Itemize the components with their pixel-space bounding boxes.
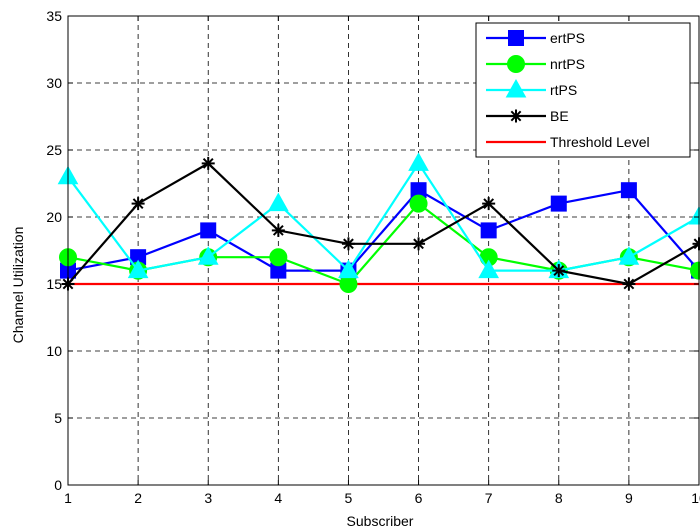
legend-entry-be: BE [486, 108, 569, 124]
legend-entry-ertps: ertPS [486, 30, 585, 46]
legend-label: BE [550, 108, 569, 124]
data-point-be [201, 156, 215, 170]
y-tick-label: 30 [46, 75, 62, 91]
y-tick-label: 15 [46, 276, 62, 292]
y-tick-label: 10 [46, 343, 62, 359]
y-tick-label: 35 [46, 8, 62, 24]
legend-entry-threshold-level: Threshold Level [486, 134, 650, 150]
legend-label: Threshold Level [550, 134, 650, 150]
data-point-be [412, 237, 426, 251]
axes-frame [67, 15, 700, 486]
y-axis-label: Channel Utilization [10, 227, 26, 344]
data-point-be [131, 197, 145, 211]
data-point-rtps [408, 152, 429, 171]
y-tick-label: 0 [54, 477, 62, 493]
x-tick-label: 8 [555, 490, 563, 506]
legend-swatch-marker [508, 30, 524, 46]
data-point-ertps [480, 222, 497, 239]
data-point-nrtps [409, 194, 428, 213]
series-line-rtps [67, 161, 700, 273]
legend-swatch-marker [505, 78, 527, 98]
legend-label: ertPS [550, 30, 585, 46]
data-point-ertps [200, 222, 217, 239]
data-point-be [622, 277, 636, 291]
data-point-be [341, 237, 355, 251]
legend-label: rtPS [550, 82, 577, 98]
data-point-be [552, 264, 566, 278]
x-tick-label: 10 [691, 490, 700, 506]
x-tick-label: 2 [134, 490, 142, 506]
x-axis-label: Subscriber [347, 513, 414, 529]
x-tick-label: 6 [415, 490, 423, 506]
y-tick-label: 25 [46, 142, 62, 158]
data-point-be [482, 197, 496, 211]
data-point-rtps [267, 192, 289, 212]
series-be [61, 156, 700, 291]
data-point-rtps [127, 259, 149, 279]
x-tick-label: 7 [485, 490, 493, 506]
legend: ertPS nrtPS rtPS BE Threshold Level [475, 22, 691, 158]
data-point-rtps [338, 259, 359, 279]
legend-swatch-marker [507, 55, 525, 73]
x-tick-label: 4 [274, 490, 282, 506]
data-point-rtps [618, 246, 640, 265]
series-line-ertps [67, 188, 700, 272]
y-tick-label: 20 [46, 209, 62, 225]
legend-label: nrtPS [550, 56, 585, 72]
legend-entry-rtps: rtPS [486, 78, 577, 98]
y-tick-label: 5 [54, 410, 62, 426]
data-point-rtps [197, 246, 219, 265]
x-tick-label: 9 [625, 490, 633, 506]
data-point-nrtps [269, 248, 288, 267]
data-point-rtps [478, 259, 500, 279]
series-line-be [67, 162, 700, 286]
data-point-ertps [620, 182, 637, 199]
axes: 1 2 3 4 5 6 7 8 9 10 0 5 10 15 20 25 30 35 [46, 8, 700, 506]
x-tick-label: 3 [204, 490, 212, 506]
legend-swatch-marker [509, 109, 523, 123]
data-point-be [271, 223, 285, 237]
x-tick-label: 1 [64, 490, 72, 506]
x-tick-label: 5 [345, 490, 353, 506]
series-ertps [60, 182, 700, 279]
legend-entry-nrtps: nrtPS [486, 55, 585, 73]
data-point-ertps [550, 195, 567, 212]
